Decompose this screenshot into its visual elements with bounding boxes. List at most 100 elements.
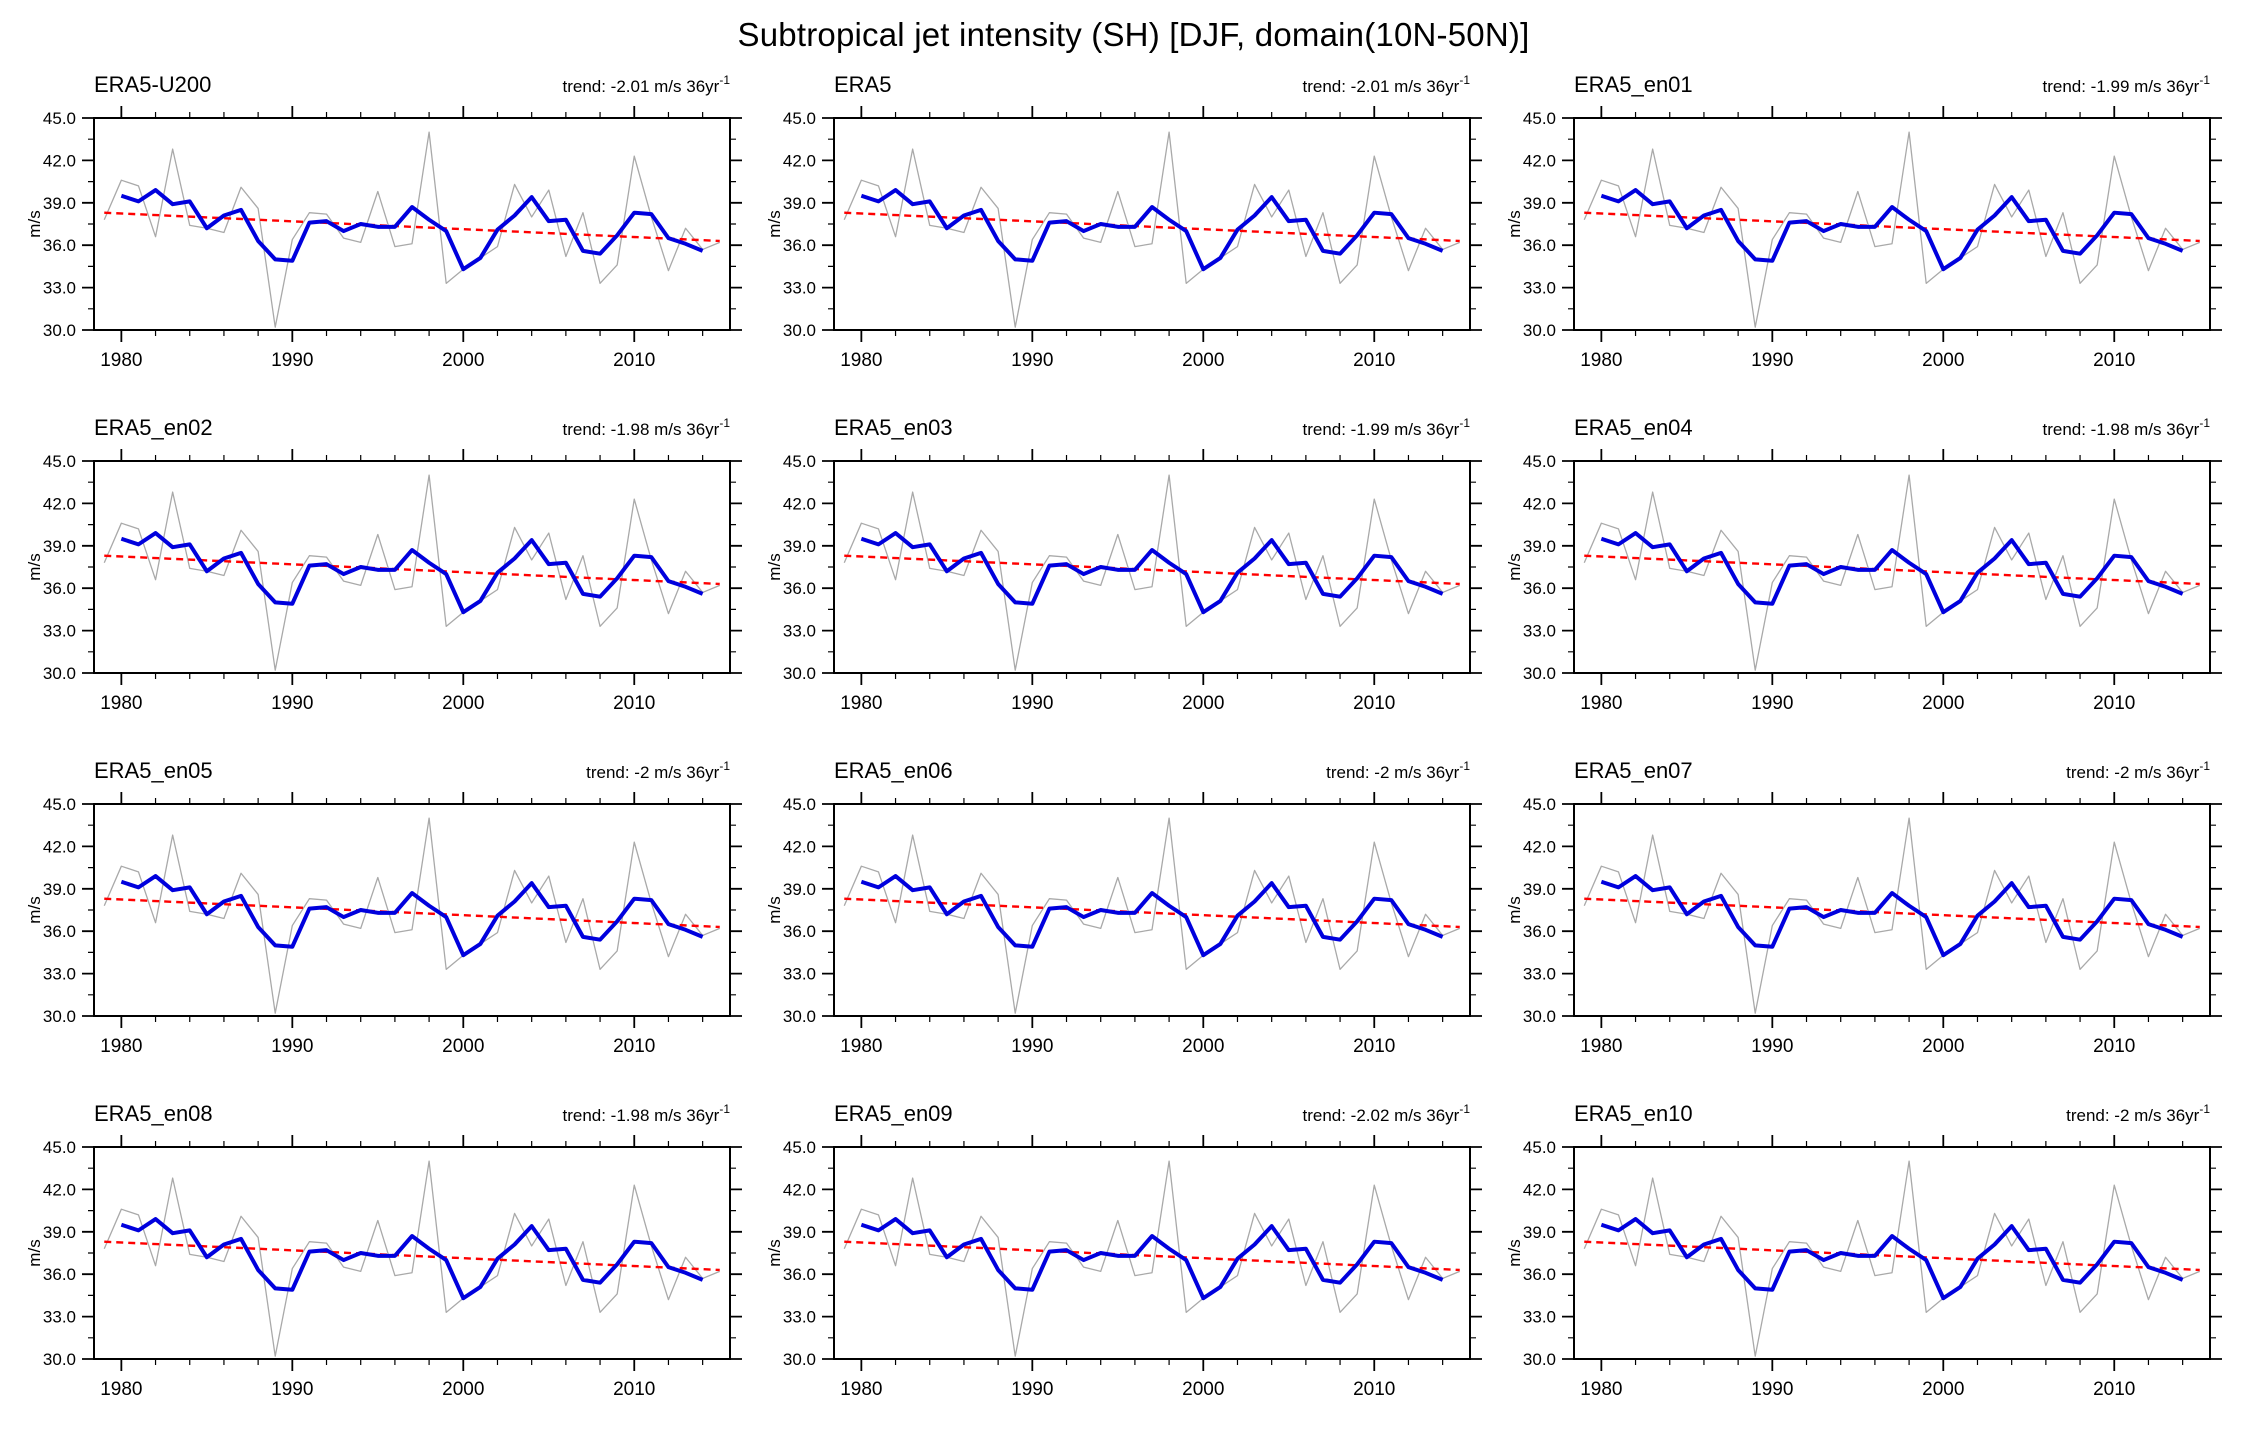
- y-tick-label: 42.0: [1523, 837, 1556, 856]
- axis-box: [93, 1146, 731, 1360]
- panel-trend-label: trend: -2 m/s 36yr-1: [1326, 759, 1470, 782]
- chart-plot: ERA5_en03 trend: -1.99 m/s 36yr-1 30.0 33…: [765, 415, 1482, 714]
- y-tick-label: 36.0: [43, 236, 76, 255]
- x-tick-label: 2000: [442, 1036, 484, 1057]
- series-trend-line: [1584, 554, 2200, 586]
- y-tick-label: 33.0: [1523, 1308, 1556, 1327]
- y-tick-label: 33.0: [1523, 965, 1556, 984]
- y-axis-label: m/s: [25, 896, 44, 923]
- y-tick-label: 45.0: [43, 795, 76, 814]
- x-tick-label: 1990: [1751, 350, 1793, 371]
- y-tick-label: 30.0: [1523, 664, 1556, 683]
- series-annual-line: [1583, 474, 2200, 671]
- x-tick-label: 1990: [1751, 1379, 1793, 1400]
- y-axis-label: m/s: [25, 1239, 44, 1266]
- panel-title: ERA5_en01: [1574, 72, 1693, 97]
- y-axis-label: m/s: [1505, 210, 1524, 237]
- panel-trend-label: trend: -2.01 m/s 36yr-1: [562, 73, 730, 96]
- series-annual-line: [103, 131, 720, 328]
- page-title: Subtropical jet intensity (SH) [DJF, dom…: [737, 16, 1530, 53]
- y-axis-label: m/s: [1505, 1239, 1524, 1266]
- y-tick-label: 33.0: [43, 279, 76, 298]
- trend-text: trend: -2.01 m/s 36yr: [562, 77, 719, 96]
- minor-ticks: [828, 798, 1476, 1022]
- y-tick-label: 30.0: [43, 1350, 76, 1369]
- y-tick-label: 39.0: [783, 537, 816, 556]
- panel-grid: ERA5-U200 trend: -2.01 m/s 36yr-1 30.0 33…: [0, 62, 2267, 1434]
- x-tick-label: 2010: [613, 350, 655, 371]
- series-trend-line: [844, 897, 1460, 929]
- y-tick-label: 30.0: [783, 664, 816, 683]
- y-axis-label: m/s: [1505, 553, 1524, 580]
- x-tick-label: 1980: [100, 1036, 142, 1057]
- series-smoothed-line: [1600, 188, 2184, 272]
- y-tick-label: 36.0: [43, 922, 76, 941]
- major-ticks: [82, 1135, 742, 1371]
- x-tick-label: 2010: [1353, 693, 1395, 714]
- chart-area: 30.0 33.0 36.0 39.0 42.0 45.0 1980 1990 2000 2010…: [25, 1135, 742, 1400]
- chart-area: 30.0 33.0 36.0 39.0 42.0 45.0 1980 1990 2000 2010…: [1505, 449, 2222, 714]
- y-tick-label: 45.0: [43, 1138, 76, 1157]
- series-trend-line: [844, 554, 1460, 586]
- series-smoothed-line: [860, 874, 1444, 958]
- chart-area: 30.0 33.0 36.0 39.0 42.0 45.0 1980 1990 2000 2010…: [765, 792, 1482, 1057]
- panel-title: ERA5_en06: [834, 758, 953, 783]
- y-tick-label: 39.0: [43, 1223, 76, 1242]
- panel-title: ERA5_en09: [834, 1101, 953, 1126]
- chart-panel: ERA5-U200 trend: -2.01 m/s 36yr-1 30.0 33…: [24, 62, 764, 405]
- y-tick-label: 45.0: [1523, 109, 1556, 128]
- chart-plot: ERA5_en10 trend: -2 m/s 36yr-1 30.033.03…: [1505, 1101, 2222, 1400]
- y-tick-label: 42.0: [1523, 151, 1556, 170]
- trend-superscript: -1: [2199, 73, 2210, 87]
- y-axis-label: m/s: [25, 210, 44, 237]
- trend-text: trend: -1.99 m/s 36yr: [2042, 77, 2199, 96]
- y-tick-label: 33.0: [783, 622, 816, 641]
- axis-box: [833, 460, 1471, 674]
- chart-plot: ERA5_en02 trend: -1.98 m/s 36yr-1 30.0 33…: [25, 415, 742, 714]
- major-ticks: [1562, 449, 2222, 685]
- x-tick-label: 1980: [1580, 350, 1622, 371]
- x-tick-label: 2010: [1353, 1379, 1395, 1400]
- y-tick-label: 45.0: [43, 109, 76, 128]
- series-trend-line: [1584, 1240, 2200, 1272]
- y-tick-label: 39.0: [43, 537, 76, 556]
- x-tick-label: 1980: [840, 1036, 882, 1057]
- series-annual-line: [843, 474, 1460, 671]
- panel-trend-label: trend: -2 m/s 36yr-1: [2066, 1102, 2210, 1125]
- series-annual-line: [1583, 131, 2200, 328]
- y-tick-label: 39.0: [783, 194, 816, 213]
- minor-ticks: [1568, 455, 2216, 679]
- panel-trend-label: trend: -1.98 m/s 36yr-1: [562, 416, 730, 439]
- y-tick-label: 45.0: [783, 109, 816, 128]
- trend-text: trend: -1.98 m/s 36yr: [562, 420, 719, 439]
- chart-plot: ERA5_en05 trend: -2 m/s 36yr-1 30.033.03…: [25, 758, 742, 1057]
- minor-ticks: [1568, 798, 2216, 1022]
- chart-area: 30.0 33.0 36.0 39.0 42.0 45.0 1980 1990 2000 2010…: [25, 792, 742, 1057]
- major-ticks: [822, 1135, 1482, 1371]
- panel-trend-label: trend: -1.99 m/s 36yr-1: [1302, 416, 1470, 439]
- panel-trend-label: trend: -2.02 m/s 36yr-1: [1302, 1102, 1470, 1125]
- trend-text: trend: -2 m/s 36yr: [2066, 1106, 2200, 1125]
- panel-trend-label: trend: -2 m/s 36yr-1: [2066, 759, 2210, 782]
- panel-title: ERA5: [834, 72, 891, 97]
- trend-text: trend: -2.02 m/s 36yr: [1302, 1106, 1459, 1125]
- y-axis-label: m/s: [765, 1239, 784, 1266]
- trend-superscript: -1: [2199, 416, 2210, 430]
- chart-area: 30.0 33.0 36.0 39.0 42.0 45.0 1980 1990 2000 2010…: [765, 449, 1482, 714]
- y-tick-label: 33.0: [783, 965, 816, 984]
- x-tick-label: 2010: [2093, 693, 2135, 714]
- chart-panel: ERA5_en04 trend: -1.98 m/s 36yr-1 30.0 33…: [1504, 405, 2244, 748]
- y-tick-label: 33.0: [783, 279, 816, 298]
- x-tick-label: 2000: [1182, 350, 1224, 371]
- axis-box: [833, 117, 1471, 331]
- chart-panel: ERA5_en10 trend: -2 m/s 36yr-1 30.0 33.0 3…: [1504, 1091, 2244, 1434]
- minor-ticks: [88, 1141, 736, 1365]
- x-tick-label: 1990: [271, 1379, 313, 1400]
- y-tick-label: 33.0: [43, 622, 76, 641]
- x-tick-label: 2000: [442, 693, 484, 714]
- chart-area: 30.0 33.0 36.0 39.0 42.0 45.0 1980 1990 2000 2010…: [1505, 1135, 2222, 1400]
- trend-superscript: -1: [2199, 1102, 2210, 1116]
- minor-ticks: [1568, 112, 2216, 336]
- axis-box: [1573, 803, 2211, 1017]
- y-tick-label: 36.0: [783, 236, 816, 255]
